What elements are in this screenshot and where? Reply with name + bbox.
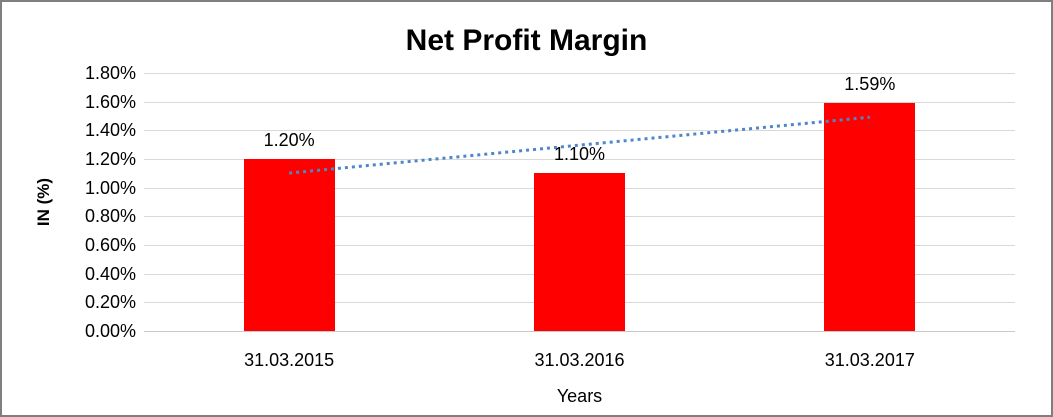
bar-value-label: 1.10% <box>553 144 606 165</box>
y-tick-label: 1.20% <box>84 149 136 169</box>
x-category-label: 31.03.2017 <box>824 350 915 370</box>
bar-value-label: 1.20% <box>263 130 315 150</box>
y-tick-label: 0.60% <box>84 235 136 255</box>
y-tick-label: 0.20% <box>84 292 136 313</box>
x-axis-title: Years <box>556 386 603 406</box>
bar-value-label: 1.59% <box>844 74 896 95</box>
x-category-label: 31.03.2015 <box>244 350 335 370</box>
y-tick-label: 1.40% <box>84 120 136 141</box>
gridline <box>144 73 1015 74</box>
chart-title: Net Profit Margin <box>405 24 648 57</box>
y-tick-label: 0.40% <box>84 263 136 284</box>
bar <box>824 103 916 331</box>
y-tick-label: 0.80% <box>84 206 136 227</box>
y-tick-label: 1.00% <box>84 177 136 198</box>
y-tick-label: 1.80% <box>84 63 136 83</box>
y-tick-label: 1.60% <box>84 91 136 112</box>
gridline <box>144 331 1015 332</box>
bar <box>243 159 335 331</box>
gridline <box>144 101 1015 103</box>
x-category-label: 31.03.2016 <box>534 350 625 370</box>
y-tick-label: 0.00% <box>84 321 136 341</box>
bar <box>534 173 625 331</box>
